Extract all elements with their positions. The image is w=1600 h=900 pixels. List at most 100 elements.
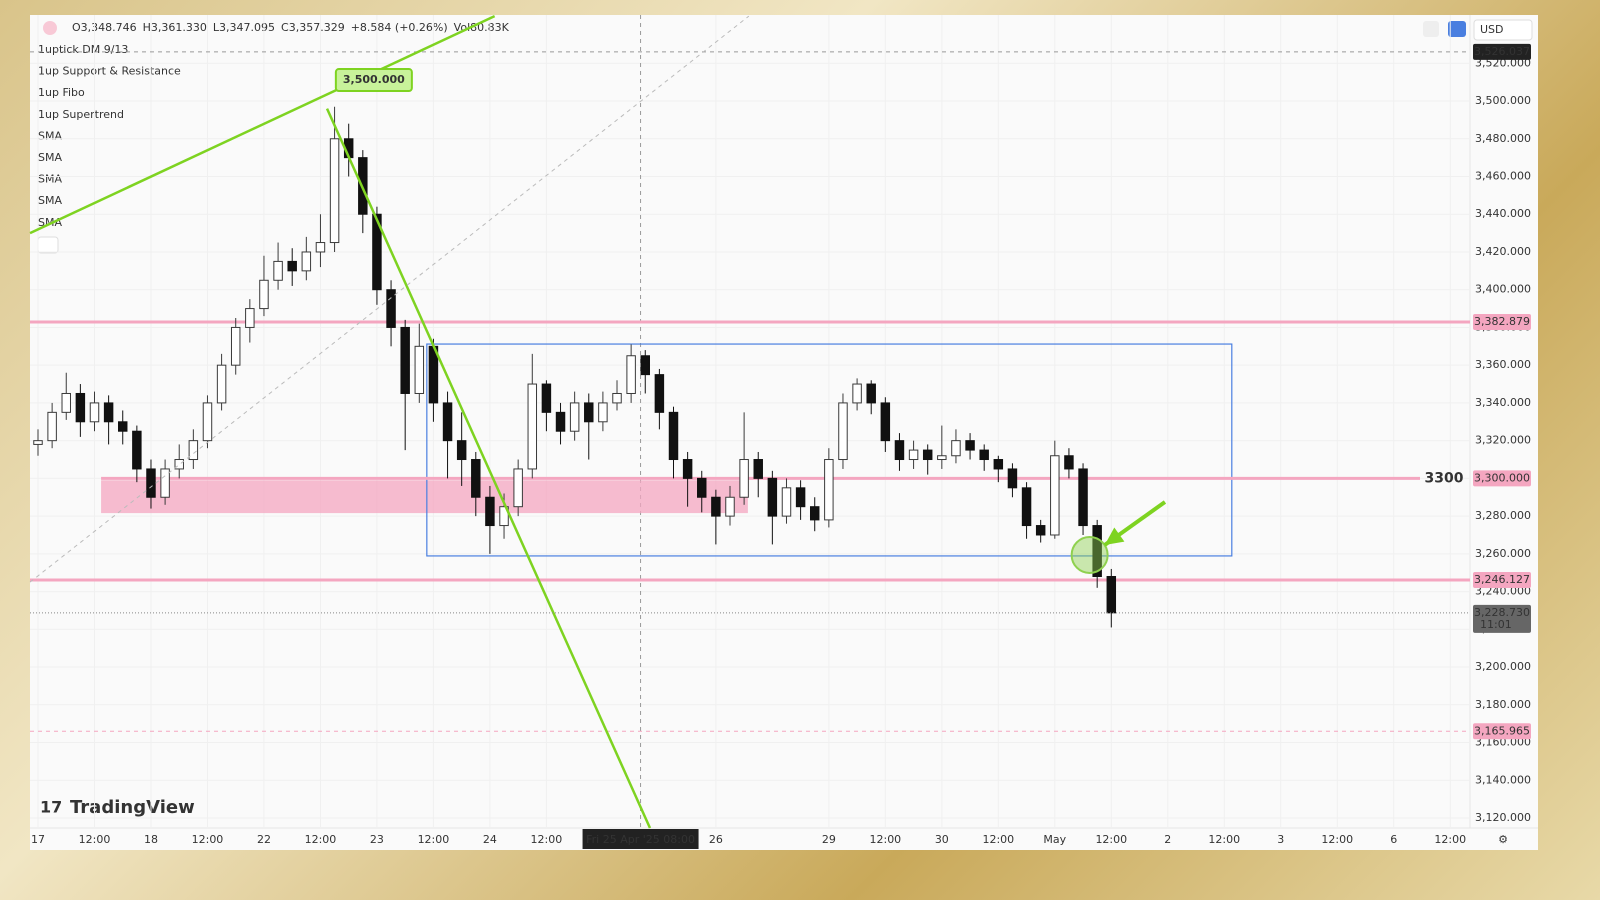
candle-body	[809, 506, 820, 521]
candle-body	[47, 411, 57, 442]
candle-body	[541, 383, 552, 413]
y-tick-label: 3,360.000	[1475, 358, 1531, 371]
candle-body	[471, 459, 481, 498]
candle-body	[922, 449, 933, 461]
candle-body	[781, 487, 792, 517]
chart-panel	[30, 15, 1538, 850]
x-tick-label: 18	[144, 833, 158, 846]
y-tick-label: 3,480.000	[1475, 132, 1531, 145]
y-tick-label: 3,320.000	[1475, 434, 1531, 447]
settings-icon[interactable]: ⚙	[1498, 833, 1508, 846]
candle-body	[372, 213, 382, 291]
candle-body	[711, 496, 721, 517]
candle-body	[894, 440, 905, 461]
candle-body	[1078, 468, 1088, 527]
x-tick-label: 30	[935, 833, 949, 846]
indicator-name[interactable]: 1uptick DM 9/13	[38, 43, 128, 56]
x-tick-label: May	[1043, 833, 1066, 846]
indicator-name[interactable]: 1up Supertrend	[38, 108, 124, 121]
price-tag	[1473, 470, 1531, 487]
candle-body	[174, 459, 184, 470]
candle-body	[315, 242, 326, 253]
x-tick-label: 12:00	[531, 833, 563, 846]
candle-body	[527, 383, 538, 470]
price-tag-label: 3,382.879	[1474, 315, 1530, 328]
indicator-name[interactable]: SMA	[38, 173, 62, 186]
currency[interactable]: USD	[1480, 23, 1504, 36]
candle-body	[146, 468, 156, 498]
candle-body	[880, 402, 891, 442]
candle-body	[245, 308, 255, 328]
price-tag-label: 3,165.965	[1474, 724, 1530, 737]
x-tick-label: 17	[31, 833, 45, 846]
candle-body	[725, 496, 735, 517]
candle-body	[1021, 487, 1032, 527]
candle-body	[598, 402, 608, 423]
marker	[1070, 535, 1109, 574]
download-button[interactable]	[1423, 21, 1439, 37]
currency-select[interactable]	[1473, 19, 1533, 41]
x-tick-label: 12:00	[1208, 833, 1240, 846]
collapse-button[interactable]	[37, 236, 59, 254]
candle-body	[555, 411, 566, 432]
candle-body	[569, 402, 580, 432]
x-tick-label: 12:00	[305, 833, 337, 846]
x-tick-label: 26	[709, 833, 723, 846]
candle-body	[908, 449, 919, 461]
x-tick-label: 29	[822, 833, 836, 846]
candle-body	[1050, 455, 1060, 536]
y-tick-label: 3,260.000	[1475, 547, 1531, 560]
price-tag	[1473, 314, 1531, 331]
candle-body	[216, 364, 227, 404]
x-tick-label: 22	[257, 833, 271, 846]
level-text: 3300	[1425, 470, 1464, 486]
indicator-name[interactable]: SMA	[38, 151, 62, 164]
candle-body	[739, 459, 749, 498]
price-tag	[1473, 572, 1531, 589]
candle-body	[767, 477, 778, 517]
candle-body	[61, 392, 71, 413]
x-tick-label: 12:00	[1434, 833, 1466, 846]
candle-body	[626, 355, 636, 394]
candle-body	[329, 138, 340, 244]
candle-body	[682, 459, 693, 479]
y-tick-label: 3,180.000	[1475, 698, 1531, 711]
candle-body	[485, 496, 495, 527]
x-tick-label: 24	[483, 833, 497, 846]
brand: TradingView	[70, 797, 195, 818]
brand-logo: 17	[40, 798, 62, 817]
sync-button[interactable]	[1448, 21, 1466, 37]
candle-body	[965, 440, 975, 451]
callout-label: 3,500.000	[343, 73, 405, 86]
indicator-name[interactable]: 1up Support & Resistance	[38, 65, 181, 78]
indicator-name[interactable]: SMA	[38, 129, 62, 142]
y-tick-label: 3,340.000	[1475, 396, 1531, 409]
candle-body	[654, 374, 665, 413]
y-tick-label: 3,420.000	[1475, 245, 1531, 258]
candle-body	[1035, 525, 1046, 536]
arrow-head	[1104, 527, 1125, 545]
candle-body	[202, 402, 213, 442]
candle-body	[513, 468, 523, 508]
candle-body	[1064, 455, 1074, 470]
indicator-name[interactable]: 1up Fibo	[38, 86, 85, 99]
ohlc-value: L3,347.095	[213, 21, 275, 34]
candle-body	[75, 392, 86, 423]
candle-body	[499, 506, 509, 527]
x-tick-label: 2	[1164, 833, 1171, 846]
candle-body	[612, 392, 622, 404]
candle-body	[442, 402, 453, 442]
y-tick-label: 3,140.000	[1475, 773, 1531, 786]
candle-body	[838, 402, 848, 461]
indicator-name[interactable]: SMA	[38, 194, 62, 207]
candle-body	[259, 279, 269, 310]
y-tick-label: 3,460.000	[1475, 170, 1531, 183]
x-tick-label: 6	[1390, 833, 1397, 846]
range-box	[426, 343, 1233, 557]
candle-body	[188, 440, 199, 461]
price-tag	[1473, 723, 1531, 740]
candle-body	[132, 430, 142, 470]
time-tag	[582, 829, 699, 849]
